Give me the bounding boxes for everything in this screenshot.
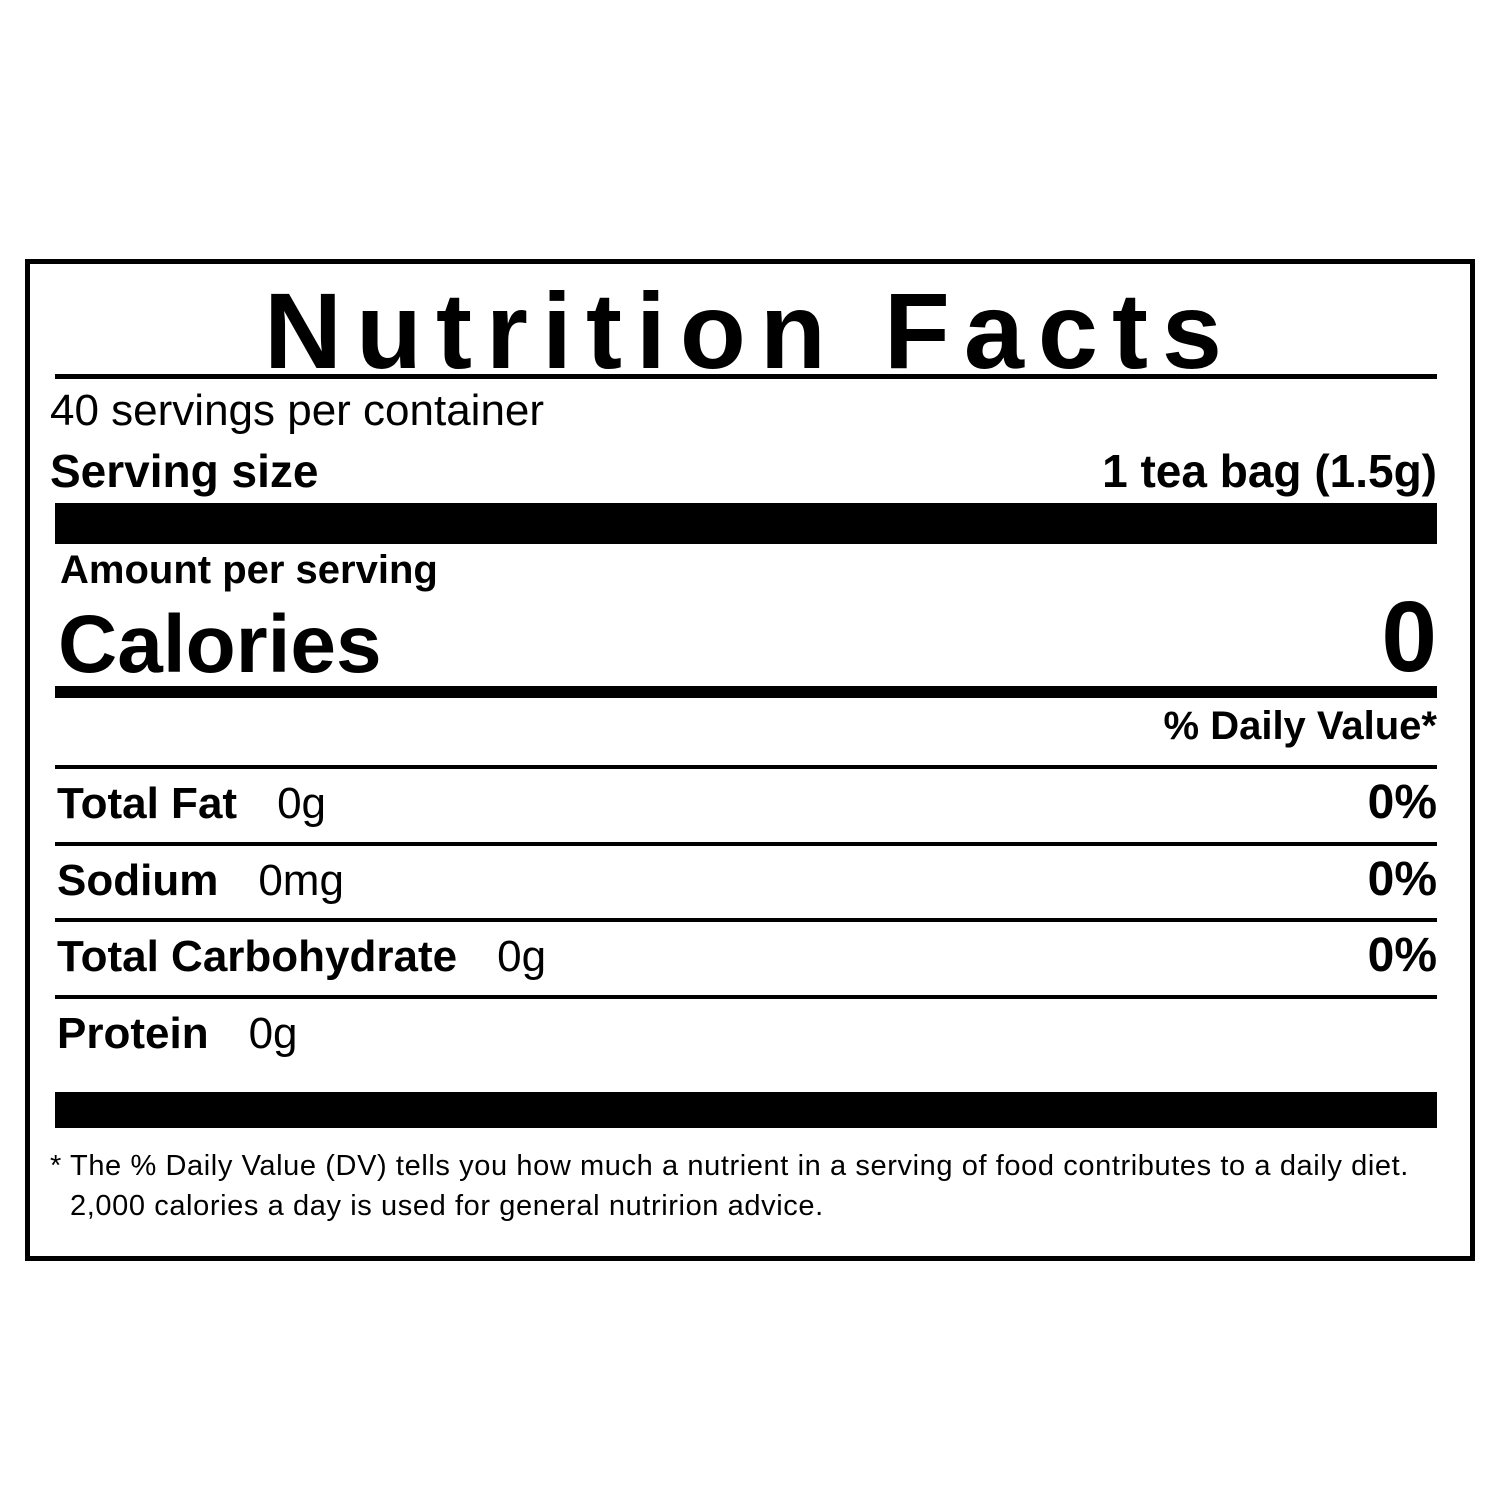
nutrient-name: Total Fat — [57, 779, 238, 828]
rule — [55, 842, 1437, 846]
serving-size-label: Serving size — [50, 445, 319, 497]
footnote: * The % Daily Value (DV) tells you how m… — [50, 1150, 1409, 1222]
nutrient-row: Protein 0g — [57, 1009, 298, 1059]
nutrient-amount: 0g — [497, 932, 547, 981]
nutrient-name: Sodium — [57, 856, 219, 905]
label-border — [25, 259, 1475, 1261]
nutrient-amount: 0mg — [258, 856, 344, 905]
title: Nutrition Facts — [263, 270, 1236, 391]
daily-value: 0% — [1367, 776, 1437, 829]
nutrient-amount: 0g — [277, 779, 327, 828]
servings: 40 servings per container — [50, 386, 545, 435]
daily-value: 0% — [1367, 853, 1437, 906]
amount-per-serving: Amount per serving — [60, 548, 438, 592]
daily-value-header: % Daily Value* — [1163, 704, 1437, 748]
calories-label: Calories — [58, 599, 382, 690]
calories-value: 0 — [1381, 581, 1437, 693]
rule — [55, 686, 1437, 698]
daily-value: 0% — [1367, 929, 1437, 982]
nutrient-row: Sodium 0mg — [57, 856, 344, 906]
nutrient-row: Total Carbohydrate 0g — [57, 932, 546, 982]
serving-size-value: 1 tea bag (1.5g) — [1102, 445, 1437, 497]
thick-rule — [55, 1092, 1437, 1128]
thick-rule — [55, 503, 1437, 544]
nutrient-row: Total Fat 0g — [57, 779, 326, 829]
nutrient-amount: 0g — [248, 1009, 298, 1058]
rule — [55, 765, 1437, 769]
nutrient-name: Total Carbohydrate — [57, 932, 458, 981]
nutrient-name: Protein — [57, 1009, 209, 1058]
rule — [55, 374, 1437, 379]
rule — [55, 918, 1437, 922]
rule — [55, 995, 1437, 999]
